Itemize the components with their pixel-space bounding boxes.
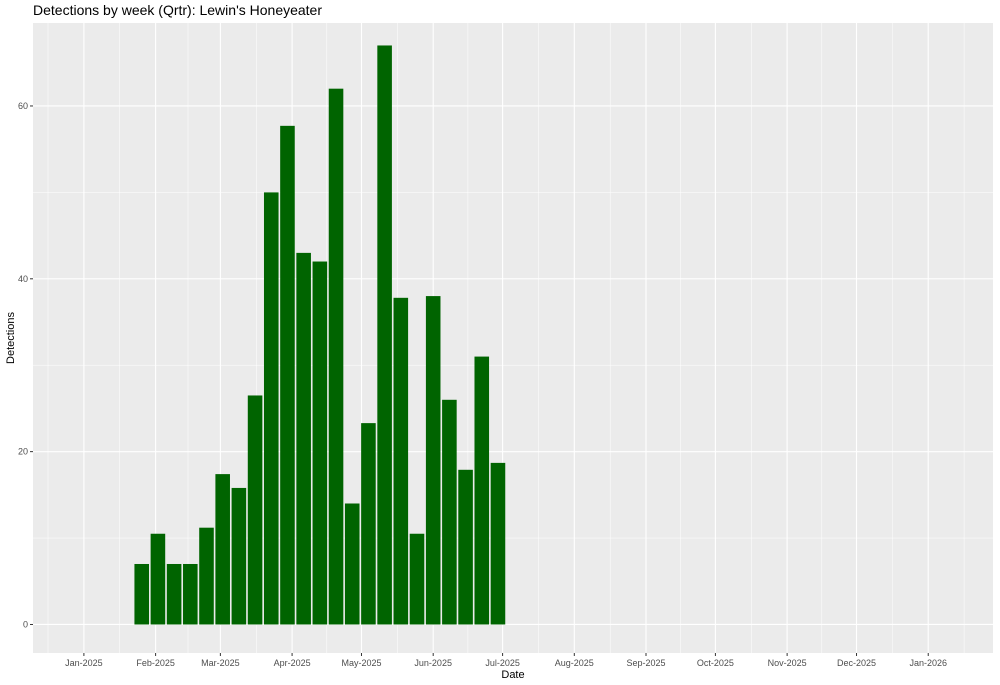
bar	[134, 563, 150, 625]
bar	[409, 533, 425, 625]
bar	[377, 45, 392, 625]
y-axis-title: Detections	[5, 312, 17, 364]
x-tick-label: Jan-2025	[65, 658, 103, 668]
bar	[442, 399, 457, 625]
bar	[215, 474, 230, 625]
bar	[361, 423, 376, 625]
bar	[458, 469, 473, 625]
y-tick-label: 0	[23, 619, 28, 629]
x-tick-label: Sep-2025	[626, 658, 665, 668]
bar	[296, 252, 311, 625]
bar	[231, 487, 247, 625]
bar	[393, 297, 409, 625]
x-tick-label: Aug-2025	[555, 658, 594, 668]
x-tick-label: Feb-2025	[136, 658, 175, 668]
bar	[183, 563, 198, 625]
y-tick-label: 20	[18, 447, 28, 457]
bar	[263, 192, 279, 625]
bar	[474, 356, 490, 625]
bar	[490, 462, 506, 625]
x-tick-label: Jun-2025	[414, 658, 452, 668]
x-axis-title: Date	[501, 669, 524, 681]
grid-minor	[33, 23, 993, 653]
bar	[344, 503, 360, 625]
bars	[134, 45, 506, 625]
x-tick-label: Dec-2025	[837, 658, 876, 668]
x-tick-label: Apr-2025	[274, 658, 311, 668]
x-tick-label: Mar-2025	[201, 658, 240, 668]
x-tick-label: Oct-2025	[697, 658, 734, 668]
bar	[199, 527, 214, 625]
bar	[312, 261, 328, 625]
bar	[280, 125, 295, 625]
bar	[328, 88, 344, 625]
bar	[425, 296, 441, 625]
x-tick-label: Nov-2025	[768, 658, 807, 668]
x-tick-label: Jul-2025	[485, 658, 520, 668]
y-tick-label: 40	[18, 274, 28, 284]
bar	[166, 563, 182, 625]
y-axis: 0 20 40 60	[18, 101, 33, 629]
bar	[247, 395, 263, 625]
chart-title: Detections by week (Qrtr): Lewin's Honey…	[33, 2, 323, 18]
x-tick-label: May-2025	[341, 658, 381, 668]
plot-panel	[33, 23, 993, 653]
x-axis: Jan-2025 Feb-2025 Mar-2025 Apr-2025 May-2025…	[65, 653, 947, 668]
bar	[150, 533, 166, 625]
x-tick-label: Jan-2026	[909, 658, 947, 668]
y-tick-label: 60	[18, 101, 28, 111]
